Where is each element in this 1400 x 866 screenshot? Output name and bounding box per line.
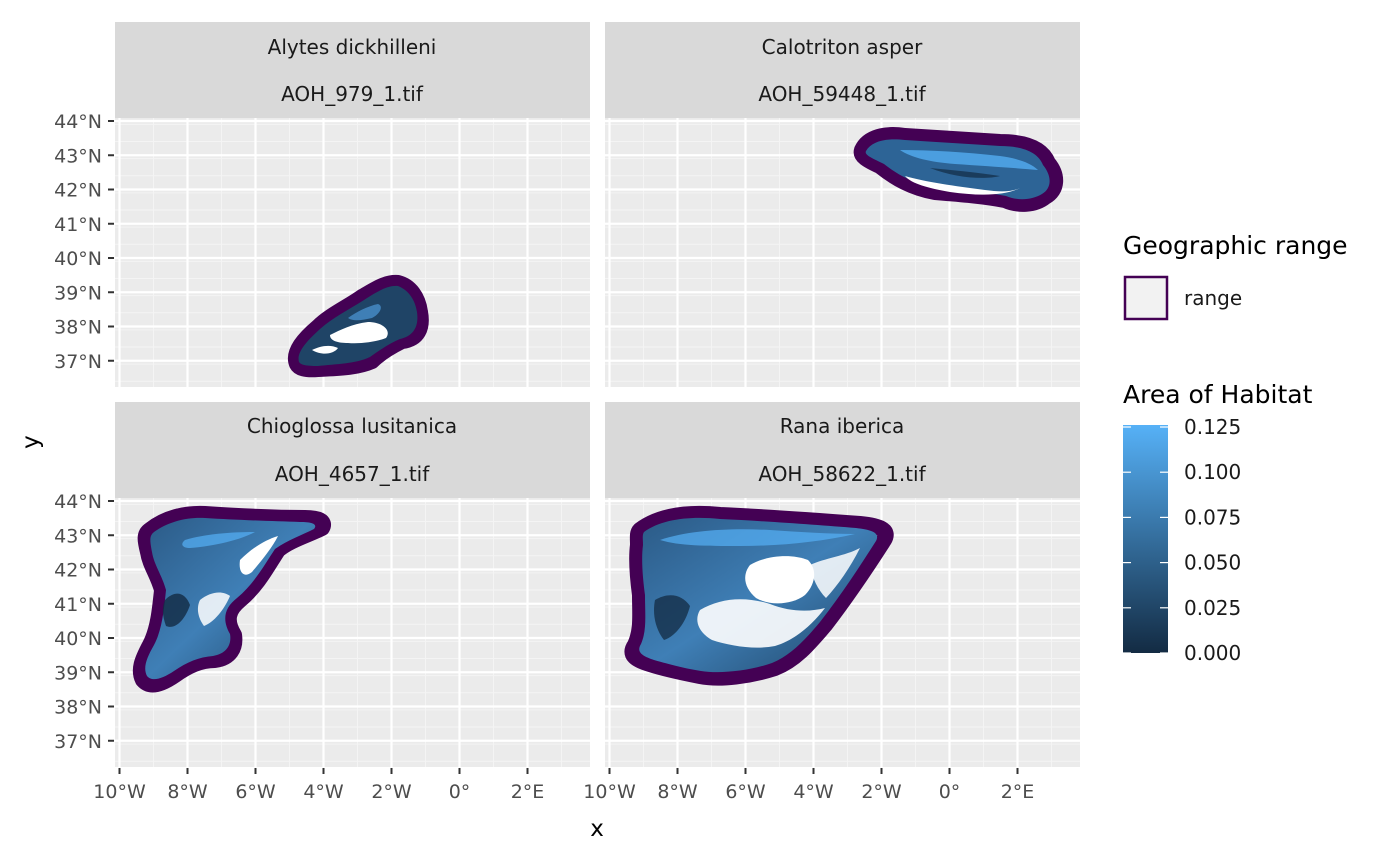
x-tick-label: 8°W [657, 781, 698, 803]
x-tick-label: 10°W [583, 781, 636, 803]
y-tick-label: 37°N [54, 351, 102, 373]
colorbar-tick-label: 0.125 [1184, 415, 1241, 439]
y-tick-label: 43°N [54, 525, 102, 547]
y-tick-label: 41°N [54, 594, 102, 616]
x-tick-label: 2°W [371, 781, 412, 803]
map-gridlines [115, 118, 590, 387]
facet-file-label: AOH_979_1.tif [281, 82, 424, 106]
x-tick-label: 4°W [793, 781, 834, 803]
y-tick-label: 37°N [54, 731, 102, 753]
facet-species-label: Rana iberica [780, 414, 905, 438]
x-axis-left-column: 10°W 8°W 6°W 4°W 2°W 0° 2°E [93, 768, 544, 803]
habitat-raster [298, 285, 418, 366]
habitat-colorbar [1123, 425, 1168, 653]
y-tick-label: 39°N [54, 282, 102, 304]
habitat-raster [145, 517, 316, 680]
y-tick-label: 40°N [54, 628, 102, 650]
y-tick-label: 43°N [54, 145, 102, 167]
habitat-raster [639, 517, 878, 673]
habitat-colorbar-ticks: 0.125 0.100 0.075 0.050 0.025 0.000 [1123, 415, 1241, 665]
facet-panel-rana-iberica: Rana iberica AOH_58622_1.tif [605, 402, 1080, 767]
facet-strip [115, 402, 590, 498]
x-tick-label: 2°W [861, 781, 902, 803]
habitat-legend-title: Area of Habitat [1123, 380, 1313, 409]
y-tick-label: 39°N [54, 662, 102, 684]
y-tick-label: 44°N [54, 491, 102, 513]
x-tick-label: 0° [939, 781, 961, 803]
range-legend-title: Geographic range [1123, 231, 1348, 260]
x-axis-title: x [590, 816, 604, 842]
y-tick-label: 41°N [54, 214, 102, 236]
facet-panel-calotriton-asper: Calotriton asper AOH_59448_1.tif [605, 22, 1080, 387]
facet-file-label: AOH_58622_1.tif [758, 462, 926, 486]
y-tick-label: 42°N [54, 180, 102, 202]
facet-panel-chioglossa-lusitanica: Chioglossa lusitanica AOH_4657_1.tif [115, 402, 590, 767]
facet-file-label: AOH_59448_1.tif [758, 82, 926, 106]
x-axis-right-column: 10°W 8°W 6°W 4°W 2°W 0° 2°E [583, 768, 1034, 803]
range-legend-key [1123, 275, 1169, 321]
geographic-range-legend: Geographic range range [1123, 231, 1348, 321]
facet-strip [605, 402, 1080, 498]
y-axis-title: y [18, 435, 44, 449]
colorbar-tick-label: 0.100 [1184, 460, 1241, 484]
y-tick-label: 44°N [54, 111, 102, 133]
colorbar-tick-label: 0.025 [1184, 596, 1241, 620]
facet-species-label: Calotriton asper [762, 35, 923, 59]
facet-panel-alytes-dickhilleni: Alytes dickhilleni AOH_979_1.tif [115, 22, 590, 387]
y-tick-label: 38°N [54, 697, 102, 719]
x-tick-label: 4°W [303, 781, 344, 803]
y-axis-top-row: 44°N 43°N 42°N 41°N 40°N 39°N 38°N 37°N [54, 111, 114, 373]
facet-species-label: Chioglossa lusitanica [247, 414, 457, 438]
facet-file-label: AOH_4657_1.tif [275, 462, 430, 486]
facet-species-label: Alytes dickhilleni [268, 35, 437, 59]
range-polygon [853, 127, 1064, 212]
y-tick-label: 38°N [54, 317, 102, 339]
colorbar-tick-label: 0.075 [1184, 505, 1241, 529]
y-tick-label: 40°N [54, 248, 102, 270]
habitat-raster [865, 139, 1050, 200]
range-legend-label: range [1184, 286, 1242, 310]
y-axis-bottom-row: 44°N 43°N 42°N 41°N 40°N 39°N 38°N 37°N [54, 491, 114, 753]
area-of-habitat-legend: Area of Habitat 0.125 0.100 0.075 0.050 0.02… [1123, 380, 1313, 665]
colorbar-tick-label: 0.000 [1184, 641, 1241, 665]
x-tick-label: 2°E [511, 781, 545, 803]
y-tick-label: 42°N [54, 560, 102, 582]
range-polygon [287, 274, 429, 378]
facet-strip [115, 22, 590, 118]
x-tick-label: 6°W [725, 781, 766, 803]
x-tick-label: 6°W [235, 781, 276, 803]
range-polygon [132, 505, 331, 693]
x-tick-label: 0° [449, 781, 471, 803]
facet-strip [605, 22, 1080, 118]
range-polygon [624, 505, 894, 686]
x-tick-label: 10°W [93, 781, 146, 803]
x-tick-label: 8°W [167, 781, 208, 803]
x-tick-label: 2°E [1001, 781, 1035, 803]
colorbar-tick-label: 0.050 [1184, 551, 1241, 575]
